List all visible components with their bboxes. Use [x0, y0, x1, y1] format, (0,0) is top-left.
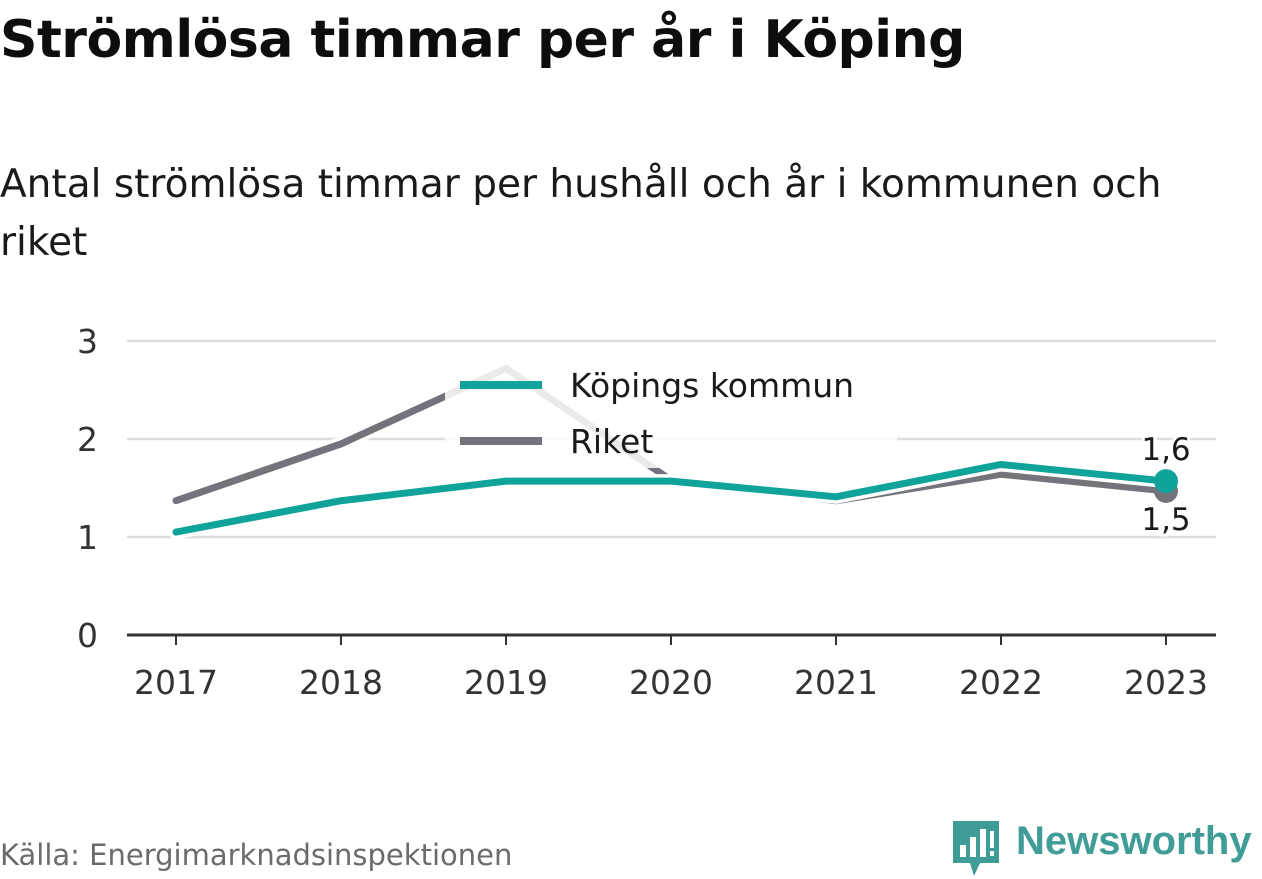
y-tick-label: 3 — [77, 322, 98, 361]
end-label-riket: 1,5 — [1141, 502, 1190, 538]
series-lines — [169, 361, 1178, 540]
x-axis-ticks: 2017 2018 2019 2020 2021 2022 2023 — [134, 635, 1208, 702]
chart-subtitle: Antal strömlösa timmar per hushåll och å… — [0, 162, 1162, 265]
x-tick-label: 2019 — [464, 663, 548, 702]
y-tick-label: 1 — [77, 518, 98, 557]
end-label-kopings-kommun: 1,6 — [1141, 432, 1190, 468]
x-tick-label: 2021 — [794, 663, 878, 702]
series-line-kopings-kommun — [172, 460, 1170, 536]
y-tick-label: 2 — [77, 420, 98, 459]
chart-title: Strömlösa timmar per år i Köping — [0, 10, 965, 70]
y-axis-ticks: 0 1 2 3 — [77, 322, 98, 655]
x-tick-label: 2018 — [299, 663, 383, 702]
x-tick-label: 2022 — [959, 663, 1043, 702]
legend: Köpings kommun Riket — [445, 356, 897, 468]
brand-name: Newsworthy — [1016, 819, 1252, 863]
x-tick-label: 2023 — [1124, 663, 1208, 702]
y-tick-label: 0 — [77, 616, 98, 655]
legend-label: Riket — [570, 422, 653, 461]
source-note: Källa: Energimarknadsinspektionen — [0, 838, 513, 872]
newsworthy-logo-icon — [953, 821, 999, 876]
x-tick-label: 2020 — [629, 663, 713, 702]
legend-background — [445, 356, 897, 468]
series-end-point — [1154, 469, 1178, 494]
x-tick-label: 2017 — [134, 663, 218, 702]
data-labels: 1,6 1,5 — [1138, 429, 1193, 541]
legend-label: Köpings kommun — [570, 366, 854, 405]
